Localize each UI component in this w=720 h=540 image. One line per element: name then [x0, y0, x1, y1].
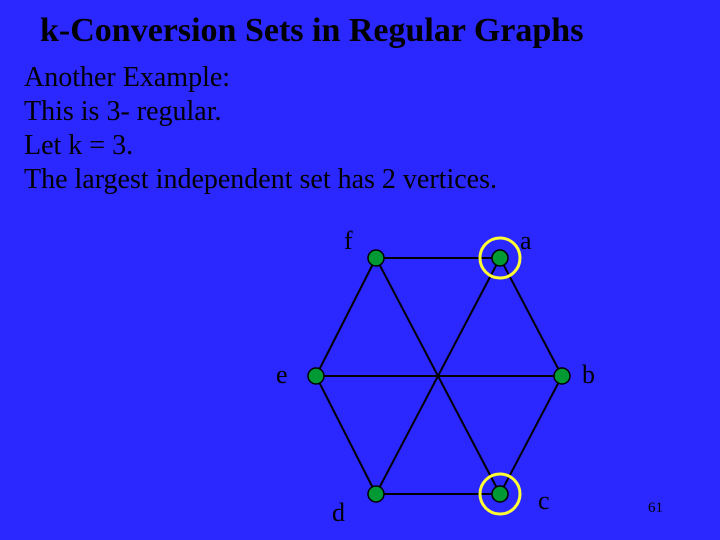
- node: [492, 486, 508, 502]
- node: [554, 368, 570, 384]
- node-label: b: [582, 360, 595, 390]
- node: [368, 250, 384, 266]
- graph-edges: [316, 258, 562, 494]
- node: [308, 368, 324, 384]
- body-line: Another Example:: [24, 62, 230, 94]
- node-label: f: [344, 226, 353, 256]
- node-label: c: [538, 486, 550, 516]
- body-line: This is 3- regular.: [24, 96, 222, 128]
- node-label: d: [332, 498, 345, 528]
- slide: k-Conversion Sets in Regular Graphs Anot…: [0, 0, 720, 540]
- edge: [316, 376, 376, 494]
- body-line: The largest independent set has 2 vertic…: [24, 164, 497, 196]
- node: [368, 486, 384, 502]
- body-line: Let k = 3.: [24, 130, 133, 162]
- node-label: a: [520, 226, 532, 256]
- edge: [316, 258, 376, 376]
- slide-title: k-Conversion Sets in Regular Graphs: [40, 12, 583, 50]
- node-label: e: [276, 360, 288, 390]
- page-number: 61: [648, 500, 663, 517]
- node: [492, 250, 508, 266]
